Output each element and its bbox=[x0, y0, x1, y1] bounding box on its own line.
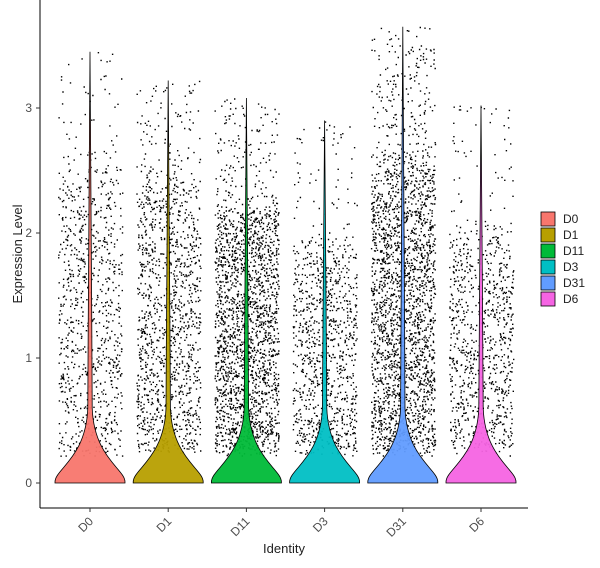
points-D11 bbox=[214, 98, 280, 457]
violin-D6 bbox=[445, 105, 517, 484]
x-tick-label: D6 bbox=[466, 514, 487, 535]
legend: D0 D1 D11 D3 D31 D6 bbox=[540, 211, 585, 307]
x-tick-label: D31 bbox=[383, 514, 409, 540]
y-tick-label: 3 bbox=[25, 101, 32, 115]
points-D11-marks bbox=[214, 98, 280, 457]
x-tick-label: D11 bbox=[228, 514, 253, 539]
violin-D1 bbox=[132, 80, 204, 484]
axes-layer bbox=[39, 0, 528, 509]
points-D31-marks bbox=[370, 26, 437, 457]
x-tick-label: D3 bbox=[310, 514, 331, 535]
legend-key-D31 bbox=[540, 275, 556, 291]
violin-D31 bbox=[367, 26, 439, 484]
x-ticks: D0 D1 D11 D3 D31 D6 bbox=[75, 508, 487, 540]
y-tick-label: 2 bbox=[25, 226, 32, 240]
points-D6-marks bbox=[449, 105, 515, 457]
points-D0-marks bbox=[58, 52, 124, 457]
x-tick-label: D1 bbox=[154, 514, 175, 535]
violin-D3 bbox=[289, 120, 360, 484]
legend-label-D0: D0 bbox=[563, 212, 579, 226]
legend-label-D31: D31 bbox=[563, 276, 585, 290]
violin-D11 bbox=[211, 97, 282, 484]
x-tick-label: D0 bbox=[75, 514, 96, 535]
jitter-points-layer bbox=[58, 26, 515, 457]
legend-label-D11: D11 bbox=[563, 244, 584, 258]
legend-label-D1: D1 bbox=[563, 228, 579, 242]
y-tick-label: 1 bbox=[25, 351, 32, 365]
legend-label-D3: D3 bbox=[563, 260, 579, 274]
points-D6 bbox=[449, 105, 515, 457]
violin-D0 bbox=[54, 51, 126, 484]
points-D0 bbox=[58, 52, 124, 457]
y-ticks: 0 1 2 3 bbox=[25, 101, 40, 490]
points-D3-marks bbox=[292, 121, 358, 457]
legend-key-D6 bbox=[540, 291, 556, 307]
x-axis-title: Identity bbox=[263, 541, 305, 556]
legend-key-D0 bbox=[540, 211, 556, 227]
y-axis-title: Expression Level bbox=[10, 204, 25, 303]
legend-label-D6: D6 bbox=[563, 292, 579, 306]
legend-key-D3 bbox=[540, 259, 556, 275]
y-tick-label: 0 bbox=[25, 476, 32, 490]
violins-layer bbox=[54, 26, 517, 484]
legend-key-D11 bbox=[540, 243, 556, 259]
legend-key-D1 bbox=[540, 227, 556, 243]
points-D3 bbox=[292, 121, 358, 457]
points-D31 bbox=[370, 26, 437, 457]
